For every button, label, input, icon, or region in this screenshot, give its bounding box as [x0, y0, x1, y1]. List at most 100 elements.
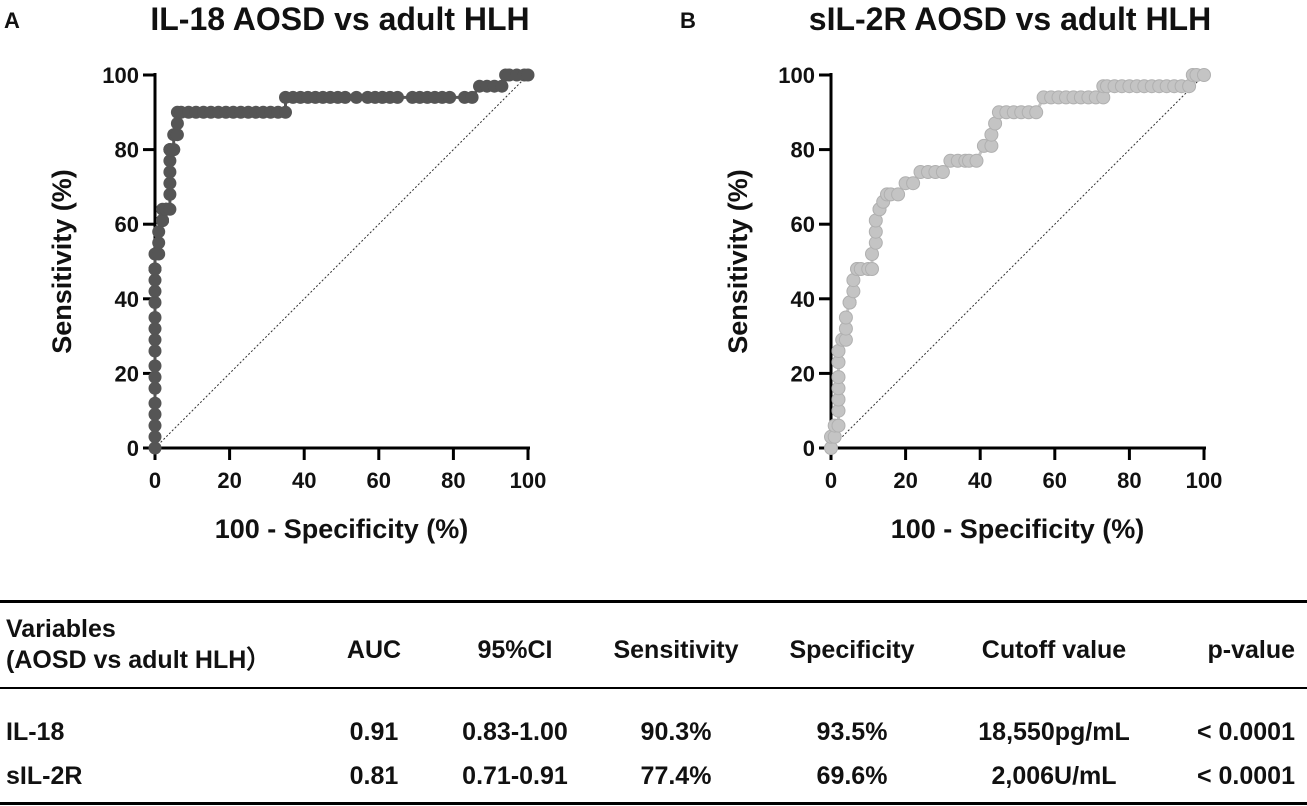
reference-diagonal: [154, 74, 529, 449]
x-tick-label: 80: [1117, 468, 1141, 493]
chart-panel-a: A IL-18 AOSD vs adult HLH 0 20 40 60 80 100 0 20 4…: [4, 1, 546, 544]
roc-point: [935, 165, 950, 179]
x-tick-label: 100: [1186, 468, 1223, 493]
roc-point: [349, 90, 363, 104]
roc-point: [170, 128, 184, 142]
row-sil2r-sensitivity: 77.4%: [640, 762, 712, 790]
table-header-rule: [0, 687, 1307, 689]
roc-point: [148, 311, 162, 324]
roc-point: [443, 90, 457, 104]
header-variables-line2: (AOSD vs adult HLH）: [6, 646, 272, 674]
y-tick-label: 100: [102, 63, 139, 88]
y-axis-label: Sensitivity (%): [47, 169, 77, 354]
x-tick-label: 60: [1043, 468, 1067, 493]
y-tick-label: 20: [791, 361, 815, 386]
roc-point: [152, 225, 166, 239]
x-axis-label: 100 - Specificity (%): [215, 514, 469, 544]
roc-point: [163, 202, 177, 216]
roc-point: [521, 68, 535, 82]
header-variables-line1: Variables: [6, 615, 116, 643]
roc-point: [338, 90, 352, 104]
table-bottom-rule: [0, 802, 1307, 805]
row-il18-sensitivity: 90.3%: [640, 718, 712, 746]
roc-point: [906, 176, 921, 191]
roc-point: [163, 165, 177, 179]
header-ci: 95%CI: [477, 636, 553, 664]
row-sil2r-auc: 0.81: [349, 762, 399, 790]
y-tick-label: 80: [791, 138, 815, 163]
roc-point: [148, 419, 162, 433]
y-tick-label: 60: [791, 212, 815, 237]
roc-point: [831, 370, 846, 385]
roc-point: [148, 322, 162, 336]
roc-point: [152, 236, 166, 250]
roc-point: [148, 359, 162, 373]
roc-point: [156, 214, 169, 227]
roc-point: [148, 396, 162, 410]
x-tick-label: 0: [149, 468, 161, 493]
y-tick-label: 80: [115, 138, 139, 163]
roc-point: [148, 370, 162, 384]
roc-point: [148, 262, 162, 276]
roc-point: [148, 296, 162, 309]
row-sil2r-variable: sIL-2R: [6, 762, 83, 790]
roc-point: [495, 79, 509, 93]
roc-point: [148, 344, 162, 358]
roc-point: [1197, 68, 1211, 82]
roc-point: [148, 333, 162, 347]
x-tick-label: 40: [292, 468, 316, 493]
row-il18-auc: 0.91: [349, 718, 399, 746]
chart-title: IL-18 AOSD vs adult HLH: [150, 1, 529, 37]
roc-point: [969, 153, 984, 168]
header-sensitivity: Sensitivity: [613, 636, 739, 664]
x-tick-label: 60: [367, 468, 391, 493]
roc-point: [148, 430, 162, 444]
header-variables: Variables (AOSD vs adult HLH）: [6, 614, 271, 676]
x-tick-label: 20: [893, 468, 917, 493]
table-top-rule: [0, 600, 1307, 603]
roc-point: [152, 247, 166, 261]
row-sil2r-pvalue: < 0.0001: [1196, 762, 1295, 790]
y-tick-label: 40: [115, 287, 139, 312]
reference-diagonal: [830, 74, 1205, 449]
roc-point: [163, 154, 177, 168]
roc-point: [465, 90, 479, 104]
roc-point: [148, 284, 162, 298]
roc-point: [148, 273, 162, 287]
roc-point: [167, 143, 181, 157]
roc-point: [391, 90, 404, 104]
x-tick-label: 100: [510, 468, 547, 493]
y-tick-label: 20: [115, 361, 139, 386]
roc-point: [148, 441, 162, 455]
panel-label: A: [4, 8, 20, 33]
roc-point: [163, 187, 177, 201]
row-il18-specificity: 93.5%: [816, 718, 888, 746]
row-il18-cutoff: 18,550pg/mL: [978, 718, 1130, 746]
y-tick-label: 100: [778, 63, 815, 88]
x-tick-label: 20: [217, 468, 241, 493]
roc-point: [838, 310, 853, 325]
x-tick-label: 0: [825, 468, 837, 493]
roc-point: [891, 187, 906, 202]
row-il18-pvalue: < 0.0001: [1196, 718, 1295, 746]
roc-point: [865, 262, 879, 276]
x-tick-label: 40: [968, 468, 992, 493]
row-il18-variable: IL-18: [6, 718, 65, 746]
x-axis-label: 100 - Specificity (%): [891, 514, 1145, 544]
roc-point: [279, 105, 292, 119]
roc-point: [170, 117, 184, 130]
roc-point: [148, 407, 162, 421]
y-axis-label: Sensitivity (%): [723, 169, 753, 354]
row-sil2r-ci: 0.71-0.91: [462, 762, 568, 790]
chart-title: sIL-2R AOSD vs adult HLH: [809, 1, 1211, 37]
row-il18-ci: 0.83-1.00: [462, 718, 568, 746]
x-tick-label: 80: [441, 468, 465, 493]
roc-point: [163, 176, 177, 190]
row-sil2r-specificity: 69.6%: [816, 762, 888, 790]
roc-charts: A IL-18 AOSD vs adult HLH 0 20 40 60 80 100 0 20 4…: [4, 1, 1222, 544]
roc-point: [148, 381, 162, 395]
row-sil2r-cutoff: 2,006U/mL: [991, 762, 1117, 790]
y-tick-label: 0: [127, 436, 139, 461]
header-specificity: Specificity: [789, 636, 915, 664]
